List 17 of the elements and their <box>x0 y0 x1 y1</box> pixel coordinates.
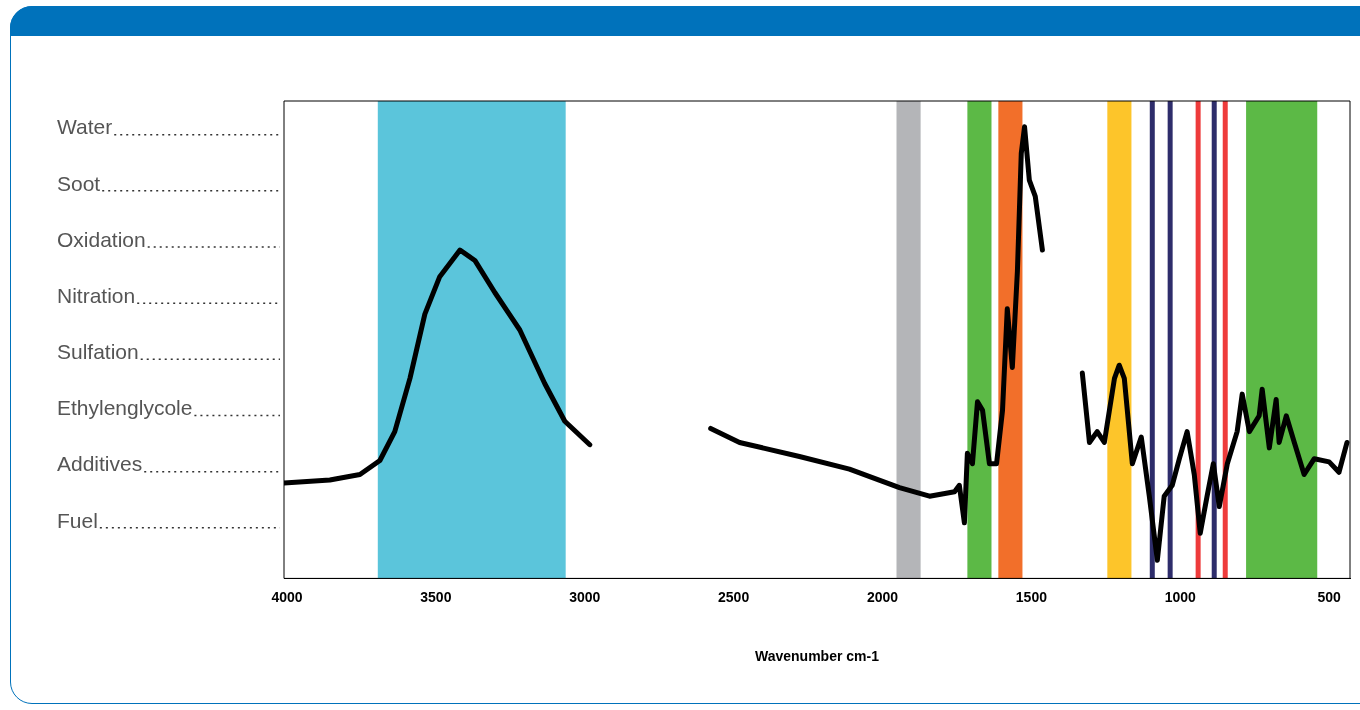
x-tick-label: 500 <box>1317 588 1342 605</box>
text: Sulfation <box>57 340 139 364</box>
x-axis-title: Wavenumber cm-1 <box>755 648 880 665</box>
x-tick-label: 3500 <box>420 588 452 605</box>
text: Fuel <box>57 508 98 532</box>
x-tick-label: 3000 <box>569 588 601 605</box>
text: Oxidation <box>57 227 146 251</box>
x-tick-label: 4000 <box>271 588 303 605</box>
x-tick-label: 2500 <box>718 588 750 605</box>
x-tick-label: 1000 <box>1164 588 1197 605</box>
x-tick-label: 1500 <box>1015 588 1048 605</box>
x-tick-label: 2000 <box>866 588 899 605</box>
text: Soot <box>57 171 101 195</box>
text: Ethylenglycole <box>57 396 193 420</box>
text: Water <box>57 115 113 139</box>
text: Nitration <box>57 283 136 307</box>
text: Additives <box>57 452 143 476</box>
